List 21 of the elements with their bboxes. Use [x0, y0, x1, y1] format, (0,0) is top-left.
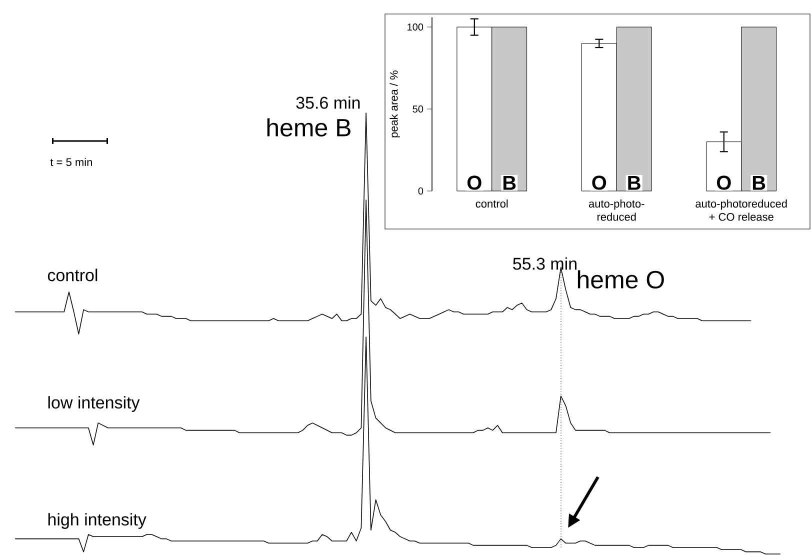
y-tick-label: 100: [408, 23, 424, 31]
y-tick-label: 50: [412, 105, 424, 113]
series-label: control: [48, 268, 98, 282]
series-label: B: [503, 176, 516, 190]
x-tick-label: auto-photo-reduced: [588, 200, 644, 221]
text: O: [716, 176, 731, 190]
y-axis-title: peak area / %: [390, 70, 400, 138]
text: 35.6 min: [296, 96, 360, 109]
text: O: [592, 176, 606, 190]
series-label: high intensity: [48, 513, 146, 529]
series-label: O: [467, 176, 482, 190]
x-tick-label: auto-photoreduced + CO release: [696, 200, 787, 221]
x-tick-label: control: [476, 200, 508, 208]
text: B: [628, 176, 640, 190]
annotation: heme B: [267, 118, 350, 137]
annotation: t = 5 min: [50, 158, 92, 166]
annotation: 55.3 min: [513, 257, 576, 270]
series-label: low intensity: [48, 396, 140, 412]
text: B: [752, 176, 766, 190]
annotation: heme O: [578, 270, 664, 289]
y-tick-label: 0: [418, 187, 424, 195]
